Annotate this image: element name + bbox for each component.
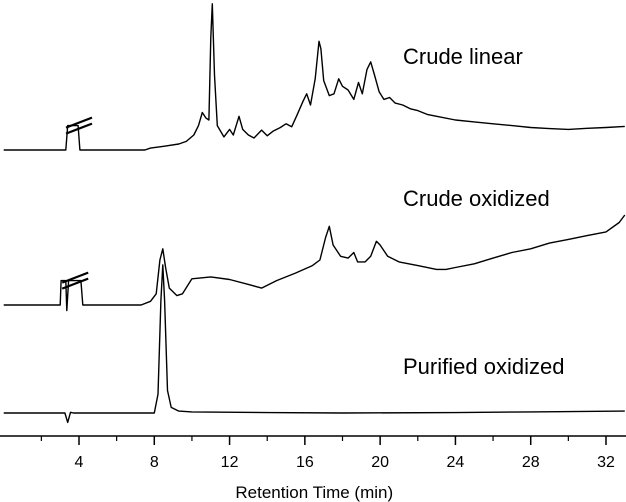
- axis-break-mark-2-1: [61, 271, 89, 284]
- axis-break-mark-1-2: [65, 122, 93, 135]
- axis-break-mark-1-1: [65, 116, 93, 129]
- trace-label-2: Crude oxidized: [403, 186, 550, 211]
- x-tick-label: 12: [221, 454, 239, 471]
- trace-line-1: [3, 3, 625, 151]
- x-tick-label: 4: [75, 454, 84, 471]
- trace-labels: Crude linear Crude oxidized Purified oxidi…: [403, 44, 564, 379]
- x-axis-title: Retention Time (min): [235, 483, 393, 502]
- trace-label-3: Purified oxidized: [403, 354, 564, 379]
- trace-line-3: [3, 264, 625, 424]
- x-tick-label: 20: [371, 454, 389, 471]
- x-tick-label: 32: [597, 454, 615, 471]
- trace-label-1: Crude linear: [403, 44, 523, 69]
- x-tick-label: 28: [522, 454, 540, 471]
- x-tick-label: 16: [296, 454, 314, 471]
- traces: [3, 3, 626, 424]
- x-tick-label: 8: [150, 454, 159, 471]
- x-axis: 4 8 12 16 20 24 28 32 Retention Time (min): [0, 435, 626, 502]
- trace-line-2: [3, 214, 626, 312]
- x-tick-label: 24: [447, 454, 465, 471]
- axis-break-mark-2-2: [61, 277, 89, 290]
